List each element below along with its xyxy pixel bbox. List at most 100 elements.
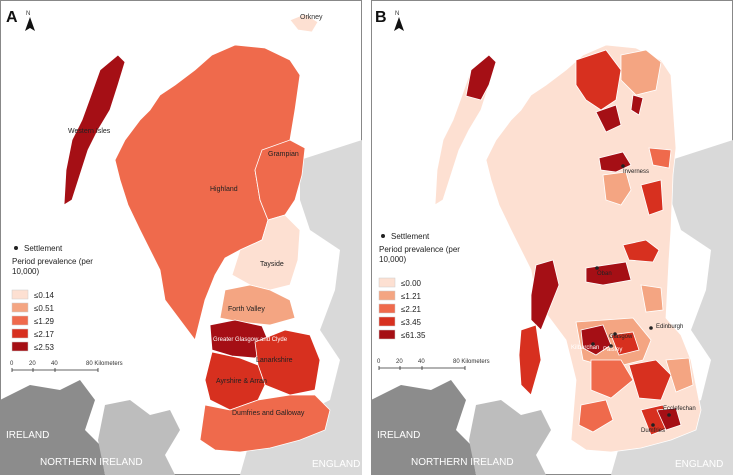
area-fife [640,284,664,313]
scale-tick-0: 0 [377,359,381,365]
panel-letter-a: A [6,9,18,26]
area-borders [665,357,694,393]
area-ecclefechan [656,407,682,431]
label-orkney: Orkney [300,14,323,21]
scale-tick-40: 40 [51,361,58,367]
legend-class-label: ≤2.17 [34,330,55,339]
settlement-dot-icon [381,234,385,238]
legend-swatch [11,328,29,339]
legend-a: Settlement Period prevalence (per 10,000)… [11,244,93,352]
label-ireland: IRELAND [6,430,49,441]
area-argyll [530,259,560,331]
legend-class-label: ≤0.51 [34,304,55,313]
settlement-dumfries: Dumfries [641,423,665,434]
region-western-isles [63,54,126,206]
area-galloway [578,399,614,433]
label-northern-ireland: NORTHERN IRELAND [40,457,143,468]
legend-swatches: ≤0.00 ≤1.21 ≤2.21 ≤3.45 ≤61.35 [378,277,426,340]
area-north-sutherland [575,49,622,111]
area-glasgow [610,331,640,356]
scalebar-a: 0 20 40 80 Kilometers [10,361,123,372]
ireland-land [371,380,476,475]
area-renfrewshire [580,324,612,356]
area-lanarkshire [628,359,672,401]
map-a-svg: Orkney Western Isles Grampian Highland T… [0,0,362,475]
legend-title: Period prevalence (per 10,000) [379,245,460,264]
ireland-land [0,380,105,475]
label-lanarkshire: Lanarkshire [256,357,293,364]
legend-settlement-label: Settlement [24,244,63,253]
area-aberdeenshire [640,179,664,216]
area-inverness [602,171,632,206]
scalebar-b: 0 20 40 80 Kilometers [377,359,490,370]
north-arrow-icon: N [394,11,404,31]
legend-class-label: ≤0.14 [34,291,55,300]
legend-swatch [378,303,396,314]
area-lewis [465,54,497,101]
legend-swatch [378,316,396,327]
scale-tick-20: 20 [396,359,403,365]
svg-text:Dumfries: Dumfries [641,428,665,434]
area-moray [648,147,672,169]
legend-class-label: ≤0.00 [401,279,422,288]
map-b-svg: Inverness Oban Glasgow Kilbarchan Paisle… [371,0,733,475]
scale-tick-80: 80 Kilometers [453,359,490,365]
legend-title: Period prevalence (per 10,000) [12,257,93,276]
scale-tick-0: 0 [10,361,14,367]
region-orkney [289,13,319,33]
region-dumfries-and-galloway [199,394,331,453]
scale-tick-80: 80 Kilometers [86,361,123,367]
northern-ireland-land [469,400,551,475]
svg-text:N: N [26,11,30,17]
settlement-ecclefechan: Ecclefechan [663,406,696,417]
svg-text:Kilbarchan: Kilbarchan [571,345,599,351]
scale-tick-40: 40 [418,359,425,365]
legend-swatch [378,290,396,301]
svg-text:Inverness: Inverness [623,169,649,175]
legend-swatch [11,302,29,313]
northern-ireland-land [98,400,180,475]
legend-b: Settlement Period prevalence (per 10,000)… [378,232,460,340]
map-panel-a: Orkney Western Isles Grampian Highland T… [0,0,362,475]
label-ireland: IRELAND [377,430,420,441]
label-tayside: Tayside [260,261,284,268]
area-east-ross [630,94,644,116]
legend-swatch [11,289,29,300]
label-ayrshire-and-arran: Ayrshire & Arran [216,378,267,385]
area-ayrshire [590,359,634,399]
settlement-oban: Oban [595,266,612,277]
settlement-paisley: Paisley [603,344,622,353]
legend-swatch [11,315,29,326]
scale-tick-20: 20 [29,361,36,367]
label-highland: Highland [210,186,238,193]
legend-class-label: ≤1.29 [34,317,55,326]
region-grampian [254,139,306,221]
label-forth-valley: Forth Valley [228,306,265,313]
legend-class-label: ≤3.45 [401,318,422,327]
svg-text:N: N [395,11,399,17]
settlement-kilbarchan: Kilbarchan [571,342,599,351]
legend-swatch [378,329,396,340]
legend-class-label: ≤2.53 [34,343,55,352]
label-england: ENGLAND [312,459,360,470]
label-greater-glasgow-and-clyde: Greater Glasgow and Clyde [213,337,288,343]
legend-swatches: ≤0.14 ≤0.51 ≤1.29 ≤2.17 ≤2.53 [11,289,55,352]
settlement-dot-icon [14,246,18,250]
legend-class-label: ≤2.21 [401,305,422,314]
england-land [240,140,362,475]
label-western-isles: Western Isles [68,128,111,135]
region-tayside [231,214,301,291]
svg-text:Paisley: Paisley [603,347,622,353]
label-northern-ireland: NORTHERN IRELAND [411,457,514,468]
legend-swatch [11,341,29,352]
settlement-inverness: Inverness [621,164,649,175]
legend-swatch [378,277,396,288]
map-panel-b: Inverness Oban Glasgow Kilbarchan Paisle… [371,0,733,475]
svg-text:Ecclefechan: Ecclefechan [663,406,696,412]
north-arrow-icon: N [25,11,35,31]
label-grampian: Grampian [268,151,299,158]
label-dumfries-and-galloway: Dumfries and Galloway [232,410,305,417]
legend-class-label: ≤61.35 [401,331,426,340]
region-highland [114,44,301,341]
